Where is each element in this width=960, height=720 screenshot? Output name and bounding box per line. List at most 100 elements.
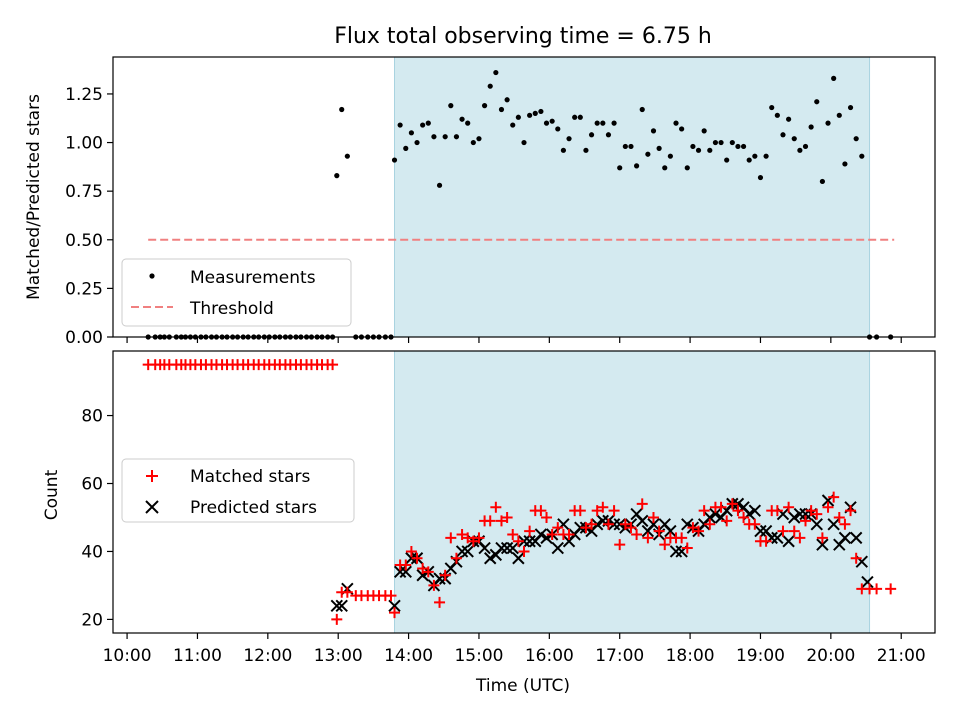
matched-star-marker bbox=[385, 590, 397, 602]
measurement-point bbox=[611, 120, 617, 126]
x-tick-label: 21:00 bbox=[877, 646, 926, 666]
matched-star-marker bbox=[850, 552, 862, 564]
matched-star-marker bbox=[552, 522, 564, 534]
matched-star-marker bbox=[422, 566, 434, 578]
matched-star-marker bbox=[788, 525, 800, 537]
measurement-point bbox=[842, 161, 848, 167]
matched-star-marker bbox=[749, 518, 761, 530]
measurement-point bbox=[521, 139, 527, 146]
matched-star-marker bbox=[411, 552, 423, 564]
predicted-star-marker bbox=[506, 541, 519, 555]
measurement-point bbox=[420, 122, 426, 128]
measurement-point bbox=[690, 143, 696, 150]
measurement-point bbox=[791, 136, 797, 142]
measurement-point bbox=[583, 147, 589, 153]
measurement-point bbox=[498, 106, 505, 113]
y-tick-label: 60 bbox=[81, 475, 103, 495]
matched-star-marker bbox=[771, 505, 783, 517]
measurement-point bbox=[397, 122, 403, 128]
matched-star-marker bbox=[608, 505, 620, 517]
measurement-point bbox=[605, 132, 612, 138]
matched-star-marker bbox=[518, 545, 530, 557]
measurement-point bbox=[634, 163, 640, 169]
matched-star-marker bbox=[625, 522, 637, 534]
measurement-point bbox=[560, 147, 567, 153]
panel-ratio-frame bbox=[112, 56, 936, 338]
measurement-point bbox=[543, 120, 550, 126]
measurement-point bbox=[487, 83, 493, 89]
matched-star-marker bbox=[800, 515, 812, 527]
measurement-point bbox=[459, 116, 465, 122]
matched-star-marker bbox=[341, 586, 353, 598]
measurement-point bbox=[339, 106, 345, 113]
matched-star-marker bbox=[586, 518, 598, 530]
predicted-star-marker bbox=[827, 518, 840, 531]
x-tick-label: 12:00 bbox=[243, 646, 292, 666]
predicted-star-marker bbox=[810, 518, 823, 531]
measurement-point bbox=[408, 130, 414, 136]
x-axis-label: Time (UTC) bbox=[475, 676, 570, 696]
predicted-star-marker bbox=[393, 565, 407, 579]
x-tick-label: 10:00 bbox=[103, 646, 152, 666]
x-tick-label: 11:00 bbox=[173, 646, 222, 666]
predicted-star-marker bbox=[500, 541, 514, 555]
matched-star-marker bbox=[760, 535, 772, 547]
measurement-point bbox=[425, 120, 431, 126]
predicted-star-marker bbox=[861, 575, 874, 589]
predicted-star-marker bbox=[335, 599, 348, 613]
legend-ratio: Measurements Threshold bbox=[121, 258, 352, 327]
legend-matched-marker bbox=[146, 470, 158, 482]
x-tick-label: 16:00 bbox=[525, 646, 574, 666]
matched-star-marker bbox=[462, 532, 474, 544]
measurement-point bbox=[735, 143, 741, 150]
matched-star-marker bbox=[524, 525, 536, 537]
predicted-star-marker bbox=[636, 514, 649, 528]
panel-counts-frame bbox=[112, 350, 936, 634]
matched-star-marker bbox=[885, 583, 897, 595]
x-axis-ticks: 10:00 11:00 12:00 13:00 14:00 15:00 16:00 17:00… bbox=[103, 337, 926, 666]
legend-threshold-label: Threshold bbox=[189, 299, 274, 319]
predicted-star-marker bbox=[647, 518, 660, 531]
measurement-point bbox=[853, 136, 859, 142]
predicted-star-marker bbox=[669, 545, 683, 558]
matched-star-marker bbox=[614, 539, 626, 551]
measurement-point bbox=[577, 114, 583, 120]
matched-star-marker bbox=[619, 518, 631, 530]
measurement-point bbox=[532, 110, 538, 116]
y-tick-label: 80 bbox=[81, 407, 103, 427]
y-tick-label: 1.25 bbox=[65, 85, 103, 105]
matched-star-marker bbox=[805, 505, 817, 517]
x-tick-label: 17:00 bbox=[595, 646, 644, 666]
x-tick-label: 15:00 bbox=[454, 646, 503, 666]
measurement-point bbox=[334, 173, 340, 179]
measurement-point bbox=[712, 139, 719, 146]
matched-star-marker bbox=[777, 525, 789, 537]
predicted-star-marker bbox=[512, 552, 525, 565]
measurement-point bbox=[391, 157, 398, 163]
measurement-point bbox=[729, 139, 735, 146]
matched-star-marker bbox=[484, 515, 496, 527]
measurement-point bbox=[786, 116, 792, 122]
matched-star-marker bbox=[738, 511, 750, 523]
matched-star-markers bbox=[142, 359, 897, 625]
matched-star-marker bbox=[811, 508, 823, 520]
legend-counts: Matched stars Predicted stars bbox=[121, 458, 355, 523]
measurement-point bbox=[453, 134, 460, 140]
matched-star-marker bbox=[833, 511, 845, 523]
measurement-point bbox=[549, 118, 555, 124]
matched-star-marker bbox=[495, 515, 507, 527]
matched-star-marker bbox=[647, 511, 659, 523]
measurement-point bbox=[673, 120, 679, 126]
measurement-point bbox=[769, 104, 775, 111]
matched-star-marker bbox=[636, 498, 648, 510]
measurement-point bbox=[797, 147, 803, 153]
matched-star-marker bbox=[327, 359, 339, 371]
matched-star-marker bbox=[704, 518, 716, 530]
y-axis-label-ratio: Matched/Predicted stars bbox=[24, 94, 44, 300]
measurement-point bbox=[808, 124, 814, 130]
measurement-point bbox=[436, 182, 443, 188]
measurement-point bbox=[836, 112, 842, 118]
legend-ratio-box bbox=[121, 258, 352, 327]
matched-star-marker bbox=[597, 501, 609, 513]
